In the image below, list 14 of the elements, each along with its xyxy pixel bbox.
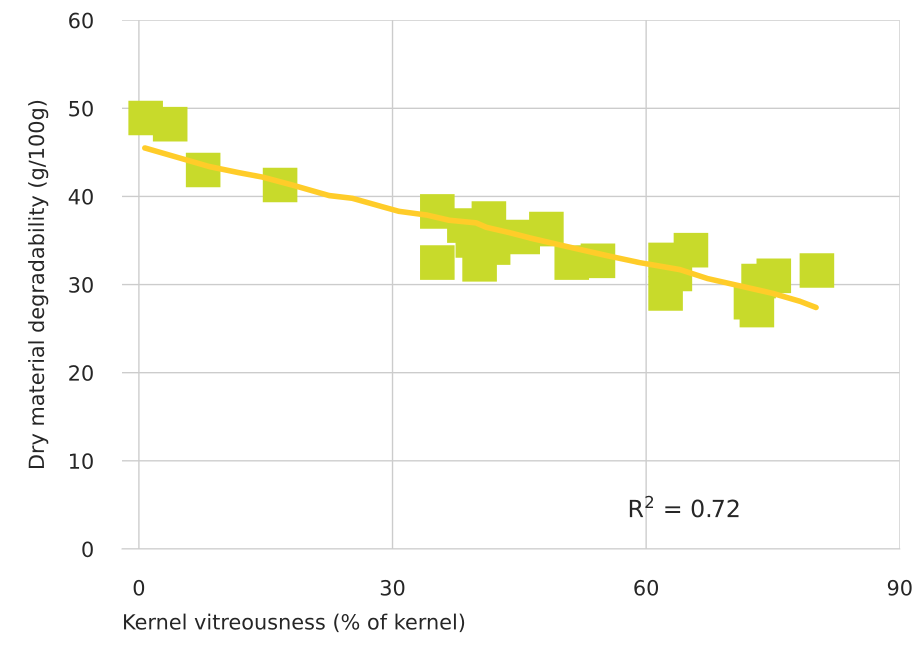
x-tick-label: 0 [134,580,144,596]
annotation: R$^{2}$ = 0.72 [630,496,739,518]
x-tick-label: 60 [634,580,658,596]
y-tick-label: 30 [69,277,93,293]
y-tick-label: 0 [82,541,93,558]
x-tick-label: 30 [380,580,404,596]
y-tick-label: 20 [69,365,93,381]
y-tick-label: 50 [69,100,93,117]
x-axis-title: Kernel vitreousness (% of kernel) [124,614,464,632]
y-tick-label: 40 [68,188,93,205]
y-tick-label: 10 [70,453,93,470]
y-axis-title: Dry material degradability (g/100g) [28,100,48,468]
y-tick-label: 60 [69,12,93,28]
x-tick-label: 90 [888,580,912,596]
